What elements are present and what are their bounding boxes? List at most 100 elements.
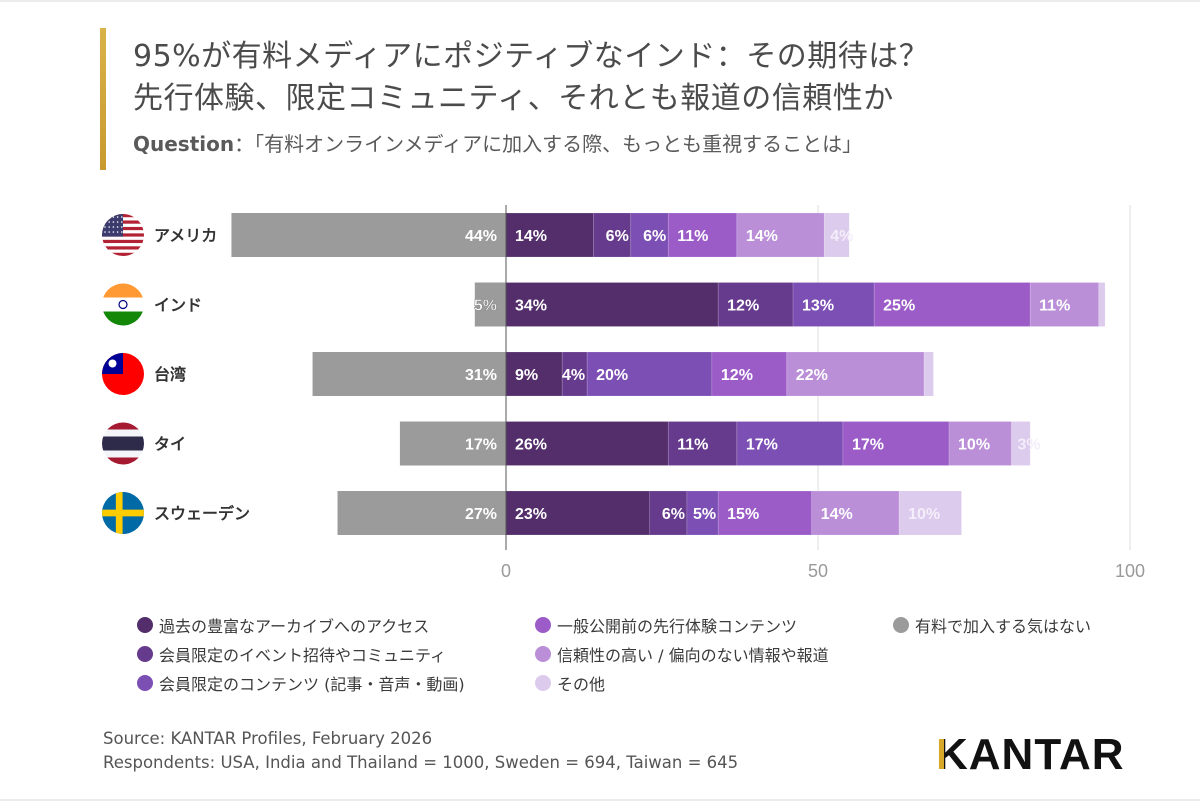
country-label-0: アメリカ (154, 226, 217, 245)
bar-label-s3-r0: 11% (677, 228, 708, 245)
question-text: Question：「有料オンラインメディアに加入する際、もっとも重視することは」 (133, 130, 862, 158)
bar-label-s1-r2: 4% (562, 367, 585, 384)
bar-segment-s4-r0 (736, 212, 825, 258)
legend-swatch-icon (137, 674, 153, 691)
bar-no-intent-2 (312, 352, 506, 396)
legend-swatch-icon (535, 645, 551, 662)
legend-label: その他 (557, 674, 606, 694)
bar-label-s2-r4: 5% (693, 506, 716, 523)
bar-label-s4-r1: 11% (1039, 298, 1070, 315)
bar-segment-s4-r2 (786, 351, 925, 397)
bar-segment-s5-r1 (1098, 282, 1106, 327)
question-body: ：「有料オンラインメディアに加入する際、もっとも重視することは」 (234, 132, 863, 156)
bar-segment-s3-r3 (842, 421, 950, 466)
page-title: 95%が有料メディアにポジティブなインド：その期待は？ 先行体験、限定コミュニテ… (133, 36, 929, 120)
bar-segment-s2-r2 (586, 351, 713, 397)
bar-label-s0-r1: 34% (515, 298, 547, 315)
legend-item: 一般公開前の先行体験コンテンツ (535, 610, 829, 639)
respondents-text: Respondents: USA, India and Thailand = 1… (103, 753, 739, 772)
legend-column-1: 過去の豊富なアーカイブへのアクセス 会員限定のイベント招待やコミュニティ 会員限定の… (137, 610, 465, 697)
country-label-1: インド (154, 296, 202, 315)
bar-segment-s1-r3 (667, 421, 738, 466)
bar-segment-s5-r4 (898, 490, 962, 536)
question-label: Question (133, 132, 235, 156)
bar-segment-s5-r2 (923, 351, 934, 397)
bar-label-s4-r2: 22% (796, 367, 828, 384)
bar-label-s3-r3: 17% (852, 437, 884, 454)
bar-segment-s5-r0 (823, 212, 850, 258)
bar-label-s3-r1: 25% (883, 298, 915, 315)
bar-label-s5-r3: 3% (1017, 437, 1040, 454)
bar-label-s2-r0: 6% (643, 228, 666, 245)
bar-label-s4-r3: 10% (958, 437, 990, 454)
logo-k: K (936, 730, 969, 779)
logo-rest: ANTAR (968, 730, 1125, 779)
legend-item: 有料で加入する気はない (893, 610, 1091, 639)
bar-label-s0-r4: 23% (515, 506, 547, 523)
title-accent-bar (100, 28, 106, 170)
bar-segment-s1-r1 (717, 282, 794, 327)
bar-label-s3-r2: 12% (721, 367, 753, 384)
bar-label-s0-r3: 26% (515, 437, 547, 454)
bar-segment-s0-r0 (505, 212, 594, 258)
x-tick-label-0: 0 (501, 561, 511, 581)
bar-label-no-intent-3: 17% (465, 437, 497, 454)
bar-label-s4-r0: 14% (746, 228, 778, 245)
country-label-2: 台湾 (154, 365, 186, 384)
x-tick-label-100: 100 (1115, 561, 1145, 581)
bar-label-s1-r4: 6% (662, 506, 685, 523)
bar-label-s1-r0: 6% (606, 228, 629, 245)
legend-label: 信頼性の高い / 偏向のない情報や報道 (557, 645, 829, 665)
source-note: Source: KANTAR Profiles, February 2026 R… (103, 727, 738, 775)
bar-segment-s0-r2 (505, 351, 563, 397)
legend-item: 信頼性の高い / 偏向のない情報や報道 (535, 639, 829, 668)
bar-no-intent-3 (399, 421, 506, 466)
bar-segment-s1-r0 (593, 212, 632, 258)
legend-label: 有料で加入する気はない (915, 616, 1092, 636)
country-label-4: スウェーデン (154, 504, 250, 523)
bar-segment-s0-r4 (505, 490, 650, 536)
legend-label: 過去の豊富なアーカイブへのアクセス (159, 616, 430, 636)
bar-segment-s3-r0 (667, 212, 738, 258)
bar-label-s2-r2: 20% (596, 367, 628, 384)
bar-segment-s1-r4 (649, 490, 688, 536)
legend-column-2: 一般公開前の先行体験コンテンツ信頼性の高い / 偏向のない情報や報道 その他 (535, 610, 829, 697)
bar-segment-s4-r4 (811, 490, 900, 536)
bar-no-intent-1 (474, 282, 506, 327)
bar-label-s0-r2: 9% (515, 367, 538, 384)
legend-swatch-icon (137, 616, 153, 633)
country-label-3: タイ (154, 435, 186, 454)
legend-label: 一般公開前の先行体験コンテンツ (557, 616, 798, 636)
sweden-flag-icon (102, 492, 144, 534)
bar-no-intent-0 (231, 213, 506, 257)
bar-label-no-intent-1: 5% (474, 298, 497, 315)
bar-label-s2-r1: 13% (802, 298, 834, 315)
stacked-bar-chart: 44% 14% 6% 6% 11% 14% 4% 5% 34% 12% 13% 25% 11% 31% 9%… (102, 205, 1145, 581)
bar-label-no-intent-4: 27% (465, 506, 497, 523)
bar-label-no-intent-2: 31% (465, 367, 497, 384)
top-divider (0, 0, 1200, 2)
taiwan-flag-icon (102, 353, 144, 395)
legend-column-3: 有料で加入する気はない (893, 610, 1091, 639)
bar-segment-s4-r1 (1029, 282, 1100, 327)
bar-label-s2-r3: 17% (746, 437, 778, 454)
legend-item: 会員限定のコンテンツ (記事・音声・動画) (137, 668, 465, 697)
kantar-logo: KANTAR (936, 730, 1125, 780)
bar-segment-s3-r4 (717, 490, 813, 536)
bar-label-s3-r4: 15% (727, 506, 759, 523)
bar-segment-s3-r2 (711, 351, 788, 397)
bar-segment-s5-r3 (1011, 421, 1031, 466)
x-tick-label-50: 50 (808, 561, 828, 581)
bar-label-s5-r0: 4% (830, 228, 853, 245)
title-line-2: 先行体験、限定コミュニティ、それとも報道の信頼性か (133, 81, 894, 116)
source-text: Source: KANTAR Profiles, February 2026 (103, 729, 433, 748)
legend-item: 会員限定のイベント招待やコミュニティ (137, 639, 465, 668)
bar-label-s1-r3: 11% (677, 437, 708, 454)
usa-flag-icon (102, 214, 144, 256)
bar-label-s5-r4: 10% (908, 506, 940, 523)
legend-label: 会員限定のコンテンツ (記事・音声・動画) (159, 674, 465, 694)
legend-label: 会員限定のイベント招待やコミュニティ (159, 645, 447, 665)
legend-swatch-icon (137, 645, 153, 662)
legend-swatch-icon (535, 616, 551, 633)
bar-label-no-intent-0: 44% (465, 228, 497, 245)
